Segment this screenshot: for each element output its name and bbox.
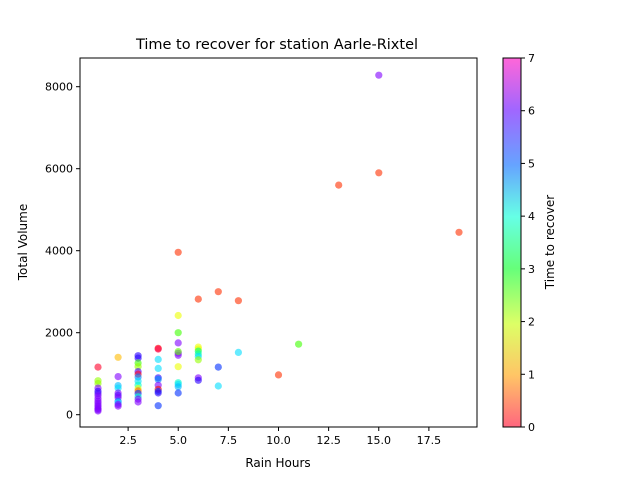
data-point xyxy=(154,364,162,372)
colorbar xyxy=(502,57,522,428)
data-point xyxy=(194,295,202,303)
data-point xyxy=(214,363,222,371)
data-point xyxy=(455,228,463,236)
x-tick-label: 12.5 xyxy=(316,434,341,447)
data-point xyxy=(174,248,182,256)
colorbar-tick-label: 4 xyxy=(528,210,535,223)
colorbar-tick-label: 2 xyxy=(528,316,535,329)
x-tick-label: 15.0 xyxy=(367,434,392,447)
x-axis-ticks: 2.5 5.0 7.5 10.0 12.5 15.0 17.5 xyxy=(119,427,441,447)
y-tick-label: 2000 xyxy=(45,327,73,340)
data-point xyxy=(94,407,102,415)
colorbar-ticks: 0 1 2 3 4 5 6 7 xyxy=(521,52,535,434)
data-point xyxy=(174,329,182,337)
y-axis-ticks: 0 2000 4000 6000 8000 xyxy=(45,81,80,422)
x-tick-label: 5.0 xyxy=(169,434,187,447)
data-point xyxy=(295,340,303,348)
y-tick-label: 0 xyxy=(66,409,73,422)
colorbar-tick-label: 6 xyxy=(528,105,535,118)
data-point xyxy=(154,355,162,363)
data-point xyxy=(174,363,182,371)
x-tick-label: 17.5 xyxy=(417,434,442,447)
data-point xyxy=(214,288,222,296)
data-point xyxy=(94,363,102,371)
colorbar-tick-label: 7 xyxy=(528,52,535,65)
data-point xyxy=(154,345,162,353)
chart-title: Time to recover for station Aarle-Rixtel xyxy=(135,37,418,53)
data-point xyxy=(274,371,283,379)
data-point xyxy=(234,348,242,356)
data-point xyxy=(114,353,122,361)
data-point xyxy=(234,297,242,305)
colorbar-tick-label: 0 xyxy=(528,421,535,434)
y-tick-label: 8000 xyxy=(45,81,73,94)
scatter-points xyxy=(94,71,463,415)
data-point xyxy=(194,376,202,384)
colorbar-tick-label: 5 xyxy=(528,157,535,170)
data-point xyxy=(174,389,182,397)
data-point xyxy=(174,339,182,347)
data-point xyxy=(134,398,142,406)
data-point xyxy=(154,402,162,410)
colorbar-tick-label: 3 xyxy=(528,263,535,276)
data-point xyxy=(174,348,182,356)
data-point xyxy=(114,373,122,381)
data-point xyxy=(154,389,162,397)
data-point xyxy=(174,311,182,320)
y-tick-label: 4000 xyxy=(45,245,73,258)
data-point xyxy=(335,181,343,189)
data-point xyxy=(154,375,162,383)
data-point xyxy=(375,169,383,177)
x-tick-label: 2.5 xyxy=(119,434,137,447)
data-point xyxy=(174,383,182,391)
y-axis-label: Total Volume xyxy=(16,204,30,281)
data-point xyxy=(214,382,222,390)
x-tick-label: 10.0 xyxy=(266,434,291,447)
data-point xyxy=(375,71,383,79)
y-tick-label: 6000 xyxy=(45,163,73,176)
x-axis-label: Rain Hours xyxy=(245,456,310,470)
data-point xyxy=(114,402,122,410)
x-tick-label: 7.5 xyxy=(220,434,238,447)
data-point xyxy=(194,356,202,364)
colorbar-tick-label: 1 xyxy=(528,368,535,381)
colorbar-label: Time to recover xyxy=(543,195,557,291)
